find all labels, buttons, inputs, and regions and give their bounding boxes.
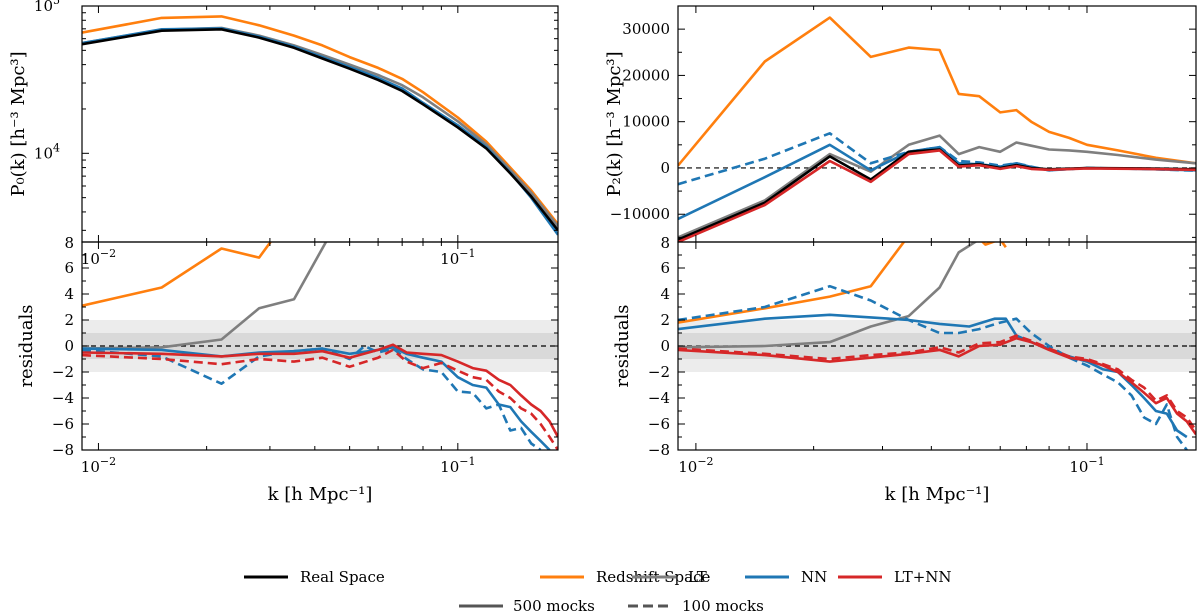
- y-tick-label: −2: [648, 363, 670, 381]
- series-line-lt-nn-solid: [678, 336, 1196, 436]
- series-line-lt-solid: [678, 134, 1196, 239]
- y-tick-label: 20000: [622, 66, 670, 84]
- series-line-real-space-solid: [678, 148, 1196, 241]
- panel-p2: −10000 0 10000 20000 30000 P₂(k) [h⁻³ Mpc³]: [604, 5, 1197, 243]
- y-tick-label: 4: [64, 285, 74, 303]
- y-tick-label: −6: [52, 415, 74, 433]
- series-group: [678, 242, 1196, 450]
- series-line-redshift-space-solid: [678, 242, 1007, 324]
- x-tick-exp: −1: [459, 247, 475, 260]
- y-tick-label: −8: [52, 441, 74, 459]
- y-axis-label: residuals: [16, 304, 37, 387]
- series-line-lt-solid: [678, 242, 978, 349]
- legend-label-lt-nn: LT+NN: [894, 568, 952, 586]
- x-axis-label: k [h Mpc⁻¹]: [885, 484, 990, 505]
- series-line-nn-dashed: [678, 284, 1188, 450]
- x-tick-base: 10: [1069, 458, 1088, 476]
- series-line-lt-solid: [82, 242, 328, 350]
- series-group: [82, 242, 558, 450]
- y-tick-exp: 4: [53, 141, 60, 154]
- series-line-nn-solid: [82, 27, 558, 236]
- y-tick-label: −4: [648, 389, 670, 407]
- series-line-redshift-space-solid: [82, 15, 558, 226]
- y-tick-base: 10: [34, 0, 53, 15]
- y-axis-label: P₂(k) [h⁻³ Mpc³]: [604, 51, 625, 196]
- legend-label-nn: NN: [801, 568, 827, 586]
- y-tick-label: 0: [660, 337, 670, 355]
- x-tick-exp: −1: [1088, 455, 1104, 468]
- y-tick-label: 6: [64, 259, 74, 277]
- series-line-real-space-solid: [82, 28, 558, 232]
- y-tick-label: −4: [52, 389, 74, 407]
- y-axis-label: residuals: [612, 304, 633, 387]
- x-tick-label: 10−1: [440, 455, 475, 476]
- x-axis-label: k [h Mpc⁻¹]: [268, 484, 373, 505]
- y-axis-label: P₀(k) [h⁻³ Mpc³]: [8, 51, 29, 196]
- x-tick-label: 10−1: [1069, 455, 1104, 476]
- y-tick-label: 2: [64, 311, 74, 329]
- y-tick-label: 105: [34, 0, 60, 15]
- x-tick-exp: −2: [100, 247, 116, 260]
- y-tick-label: 30000: [622, 20, 670, 38]
- legend-label-100-mocks: 100 mocks: [682, 597, 764, 615]
- x-tick-label: 10−2: [81, 455, 116, 476]
- series-line-redshift-space-solid: [82, 242, 273, 307]
- x-tick-base: 10: [678, 458, 697, 476]
- y-tick-label: 8: [660, 234, 670, 252]
- x-tick-base: 10: [81, 250, 100, 268]
- legend-label-500-mocks: 500 mocks: [513, 597, 595, 615]
- y-tick-label: 8: [64, 234, 74, 252]
- series-line-lt-nn-solid: [82, 343, 558, 438]
- series-group: [82, 15, 558, 236]
- y-tick-label: −8: [648, 441, 670, 459]
- y-tick-label: −10000: [610, 205, 670, 223]
- x-tick-exp: −2: [697, 455, 713, 468]
- y-tick-label: 6: [660, 259, 670, 277]
- x-tick-base: 10: [440, 250, 459, 268]
- y-tick-label: −6: [648, 415, 670, 433]
- series-line-lt-nn-solid: [678, 149, 1196, 242]
- legend-label-real-space: Real Space: [300, 568, 385, 586]
- x-tick-label: 10−2: [678, 455, 713, 476]
- y-tick-label: 0: [660, 159, 670, 177]
- series-line-lt-nn-dashed: [82, 348, 558, 450]
- axes-frame: [81, 5, 559, 243]
- x-tick-base: 10: [440, 458, 459, 476]
- y-tick-label: 10000: [622, 113, 670, 131]
- series-line-nn-dashed: [678, 132, 1196, 186]
- y-tick-label: 0: [64, 337, 74, 355]
- y-tick-label: 4: [660, 285, 670, 303]
- x-tick-label: 10−2: [81, 247, 116, 268]
- series-group: [678, 16, 1196, 242]
- legend-label-lt: LT: [688, 568, 707, 586]
- y-tick-label: 2: [660, 311, 670, 329]
- y-tick-exp: 5: [53, 0, 60, 7]
- series-line-nn-solid: [82, 346, 551, 450]
- y-tick-base: 10: [34, 144, 53, 162]
- x-tick-base: 10: [81, 458, 100, 476]
- y-tick-label: −2: [52, 363, 74, 381]
- y-tick-label: 104: [34, 141, 60, 162]
- x-tick-exp: −2: [100, 455, 116, 468]
- x-tick-label: 10−1: [440, 247, 475, 268]
- series-line-redshift-space-solid: [678, 16, 1196, 167]
- x-tick-exp: −1: [459, 455, 475, 468]
